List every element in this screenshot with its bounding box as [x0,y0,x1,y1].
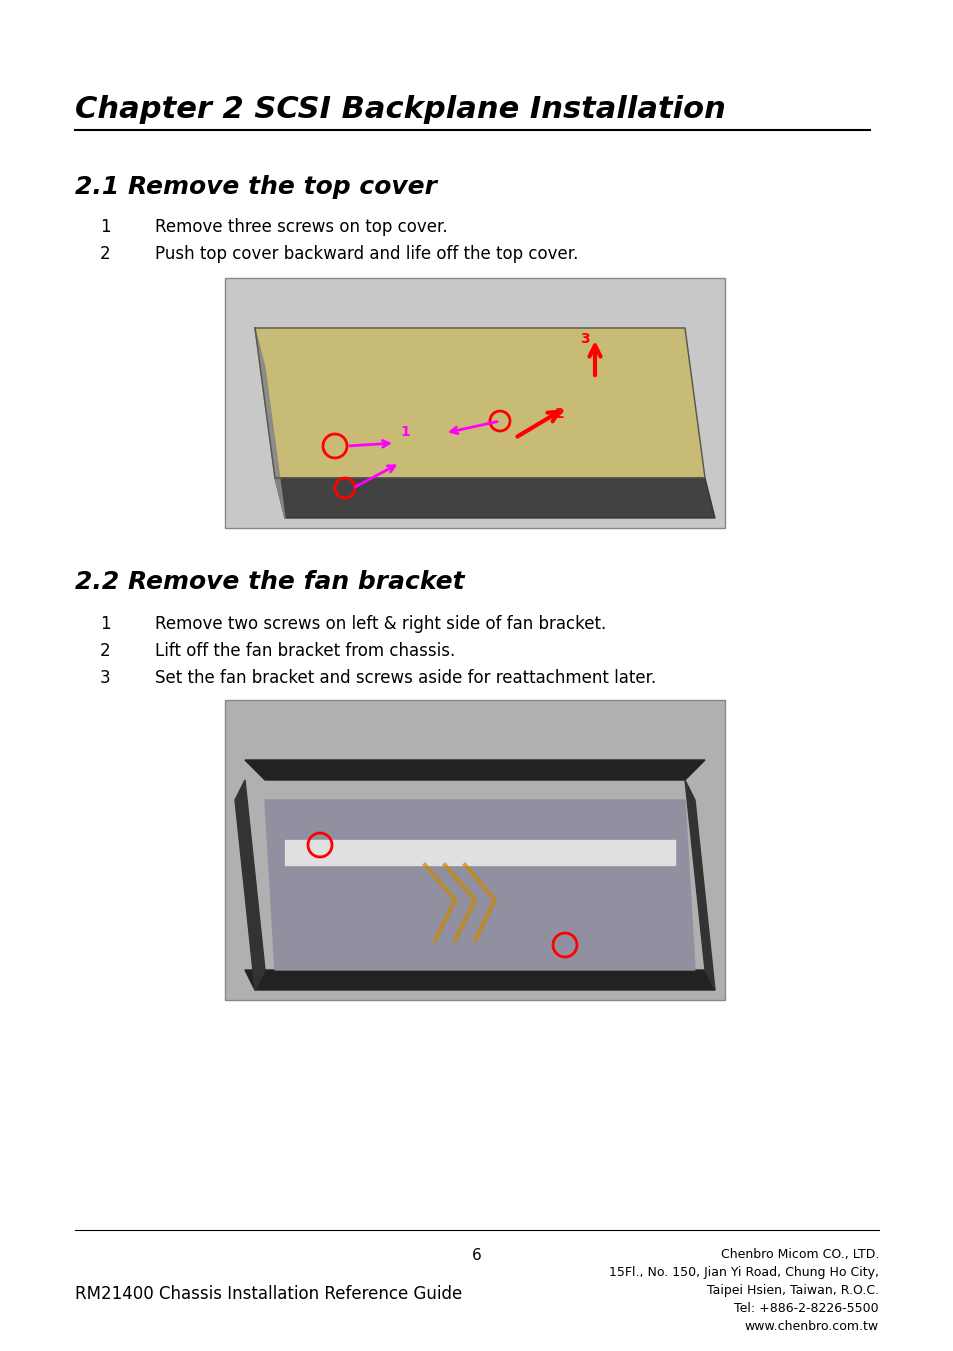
Text: Lift off the fan bracket from chassis.: Lift off the fan bracket from chassis. [154,642,455,661]
Text: RM21400 Chassis Installation Reference Guide: RM21400 Chassis Installation Reference G… [75,1285,462,1302]
Polygon shape [274,478,714,517]
Text: 1: 1 [100,615,111,634]
Text: 2: 2 [100,642,111,661]
Polygon shape [265,800,695,970]
Text: Chapter 2 SCSI Backplane Installation: Chapter 2 SCSI Backplane Installation [75,95,725,124]
Text: Remove two screws on left & right side of fan bracket.: Remove two screws on left & right side o… [154,615,605,634]
Text: 2: 2 [100,245,111,263]
Text: 3: 3 [579,332,589,346]
Text: 6: 6 [472,1248,481,1263]
Polygon shape [245,970,714,990]
Text: 2.2 Remove the fan bracket: 2.2 Remove the fan bracket [75,570,464,594]
FancyBboxPatch shape [225,278,724,528]
Text: 3: 3 [100,669,111,688]
Polygon shape [234,780,265,990]
Text: 2.1 Remove the top cover: 2.1 Remove the top cover [75,176,436,199]
Text: Push top cover backward and life off the top cover.: Push top cover backward and life off the… [154,245,578,263]
Text: 1: 1 [399,426,410,439]
Polygon shape [254,328,704,478]
Text: Chenbro Micom CO., LTD.
15Fl., No. 150, Jian Yi Road, Chung Ho City,
Taipei Hsie: Chenbro Micom CO., LTD. 15Fl., No. 150, … [608,1248,878,1333]
Polygon shape [684,780,714,990]
FancyBboxPatch shape [225,700,724,1000]
Polygon shape [254,328,285,517]
Polygon shape [285,840,675,865]
Text: Set the fan bracket and screws aside for reattachment later.: Set the fan bracket and screws aside for… [154,669,656,688]
Polygon shape [245,761,704,780]
Text: 2: 2 [555,407,564,422]
Text: Remove three screws on top cover.: Remove three screws on top cover. [154,218,447,236]
Text: 1: 1 [100,218,111,236]
